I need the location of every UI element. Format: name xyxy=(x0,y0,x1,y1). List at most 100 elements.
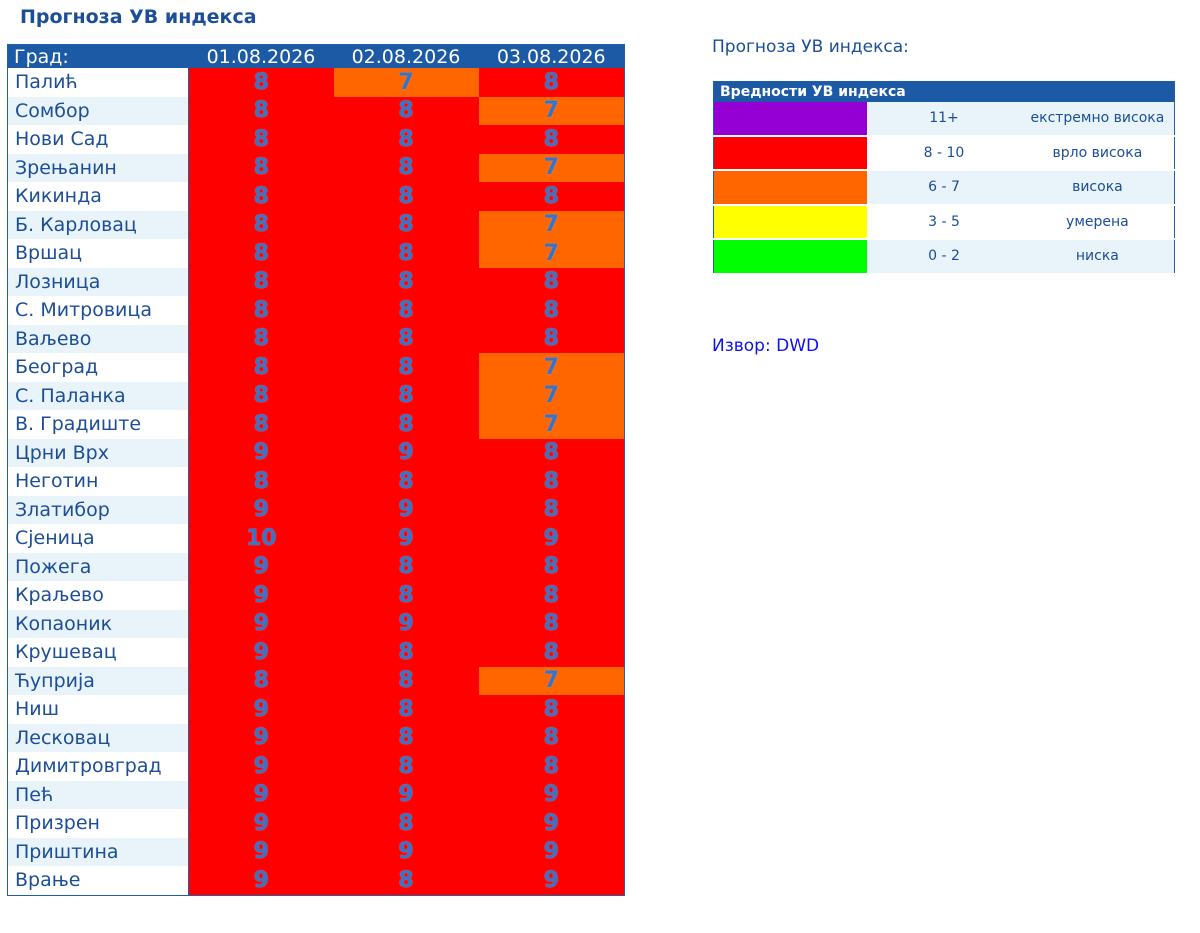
uv-value-cell: 9 xyxy=(188,609,334,638)
table-row: С. Паланка 8 8 7 xyxy=(7,381,625,410)
uv-value-cell: 9 xyxy=(188,695,334,724)
table-row: С. Митровица 8 8 8 xyxy=(7,296,625,325)
table-row: Нови Сад 8 8 8 xyxy=(7,125,625,154)
table-row: Кикинда 8 8 8 xyxy=(7,182,625,211)
uv-value-cell: 7 xyxy=(333,68,479,97)
uv-value-cell: 8 xyxy=(188,324,334,353)
table-row: Пожега 9 8 8 xyxy=(7,552,625,581)
uv-value-cell: 8 xyxy=(478,467,625,496)
legend-row: 6 - 7 висока xyxy=(713,170,1175,206)
legend-row: 3 - 5 умерена xyxy=(713,204,1175,240)
source-note: Извор: DWD xyxy=(712,336,819,356)
table-row: Призрен 9 8 9 xyxy=(7,809,625,838)
uv-value-cell: 7 xyxy=(478,666,625,695)
uv-value-cell: 8 xyxy=(188,125,334,154)
legend-range: 11+ xyxy=(867,102,1021,137)
table-row: Димитровград 9 8 8 xyxy=(7,752,625,781)
table-row: Врање 9 8 9 xyxy=(7,866,625,895)
table-row: Б. Карловац 8 8 7 xyxy=(7,210,625,239)
uv-value-cell: 8 xyxy=(188,239,334,268)
uv-value-cell: 8 xyxy=(478,267,625,296)
city-cell: С. Митровица xyxy=(7,296,189,325)
uv-value-cell: 8 xyxy=(478,125,625,154)
table-row: Сјеница 10 9 9 xyxy=(7,524,625,553)
table-row: Лозница 8 8 8 xyxy=(7,267,625,296)
table-row: Неготин 8 8 8 xyxy=(7,467,625,496)
table-row: Пећ 9 9 9 xyxy=(7,780,625,809)
uv-value-cell: 8 xyxy=(333,296,479,325)
uv-value-cell: 8 xyxy=(478,182,625,211)
table-row: Београд 8 8 7 xyxy=(7,353,625,382)
uv-value-cell: 8 xyxy=(188,666,334,695)
city-cell: Београд xyxy=(7,353,189,382)
table-row: Лесковац 9 8 8 xyxy=(7,723,625,752)
city-cell: Кикинда xyxy=(7,182,189,211)
table-row: Црни Врх 9 9 8 xyxy=(7,438,625,467)
city-cell: Приштина xyxy=(7,837,189,866)
uv-value-cell: 8 xyxy=(333,267,479,296)
legend-label: ниска xyxy=(1020,239,1175,275)
table-row: Ваљево 8 8 8 xyxy=(7,324,625,353)
uv-value-cell: 8 xyxy=(188,96,334,125)
date-column-header: 03.08.2026 xyxy=(478,44,625,68)
uv-value-cell: 8 xyxy=(333,752,479,781)
uv-value-cell: 8 xyxy=(188,467,334,496)
source-link[interactable]: DWD xyxy=(776,336,820,356)
source-label: Извор: xyxy=(712,336,771,356)
uv-value-cell: 8 xyxy=(478,581,625,610)
legend-row: 11+ екстремно висока xyxy=(713,102,1175,137)
uv-value-cell: 8 xyxy=(478,609,625,638)
uv-value-cell: 8 xyxy=(333,866,479,895)
uv-value-cell: 8 xyxy=(333,638,479,667)
uv-value-cell: 7 xyxy=(478,153,625,182)
city-cell: С. Паланка xyxy=(7,381,189,410)
uv-value-cell: 8 xyxy=(333,581,479,610)
uv-value-cell: 9 xyxy=(478,809,625,838)
uv-legend-table: Вредности УВ индекса 11+ екстремно висока… xyxy=(713,81,1175,275)
table-row: Сомбор 8 8 7 xyxy=(7,96,625,125)
uv-value-cell: 8 xyxy=(478,296,625,325)
legend-row: 8 - 10 врло висока xyxy=(713,135,1175,171)
uv-value-cell: 9 xyxy=(478,837,625,866)
uv-value-cell: 9 xyxy=(188,438,334,467)
uv-value-cell: 8 xyxy=(188,381,334,410)
uv-value-cell: 8 xyxy=(478,438,625,467)
uv-value-cell: 9 xyxy=(188,866,334,895)
legend-range: 6 - 7 xyxy=(867,170,1021,206)
table-row: Ниш 9 8 8 xyxy=(7,695,625,724)
uv-value-cell: 9 xyxy=(333,780,479,809)
uv-value-cell: 8 xyxy=(333,125,479,154)
uv-value-cell: 8 xyxy=(333,695,479,724)
table-row: Приштина 9 9 9 xyxy=(7,837,625,866)
table-row: Краљево 9 8 8 xyxy=(7,581,625,610)
city-cell: Зрењанин xyxy=(7,153,189,182)
city-cell: Призрен xyxy=(7,809,189,838)
uv-value-cell: 8 xyxy=(333,666,479,695)
city-cell: Нови Сад xyxy=(7,125,189,154)
uv-value-cell: 8 xyxy=(333,324,479,353)
date-column-header: 02.08.2026 xyxy=(333,44,479,68)
uv-value-cell: 9 xyxy=(478,780,625,809)
uv-value-cell: 8 xyxy=(478,723,625,752)
uv-value-cell: 8 xyxy=(188,267,334,296)
city-cell: Пожега xyxy=(7,552,189,581)
city-cell: Црни Врх xyxy=(7,438,189,467)
uv-value-cell: 8 xyxy=(333,210,479,239)
table-row: Златибор 9 9 8 xyxy=(7,495,625,524)
uv-value-cell: 8 xyxy=(478,695,625,724)
uv-value-cell: 9 xyxy=(188,638,334,667)
uv-value-cell: 8 xyxy=(333,809,479,838)
uv-value-cell: 9 xyxy=(188,581,334,610)
legend-color-swatch xyxy=(713,239,868,275)
city-cell: Лозница xyxy=(7,267,189,296)
uv-value-cell: 9 xyxy=(478,524,625,553)
legend-row: 0 - 2 ниска xyxy=(713,239,1175,275)
date-column-header: 01.08.2026 xyxy=(188,44,334,68)
uv-value-cell: 7 xyxy=(478,381,625,410)
uv-value-cell: 8 xyxy=(333,96,479,125)
uv-value-cell: 8 xyxy=(333,153,479,182)
legend-color-swatch xyxy=(713,170,868,206)
uv-value-cell: 9 xyxy=(188,552,334,581)
legend-header: Вредности УВ индекса xyxy=(713,81,1175,102)
uv-value-cell: 7 xyxy=(478,210,625,239)
